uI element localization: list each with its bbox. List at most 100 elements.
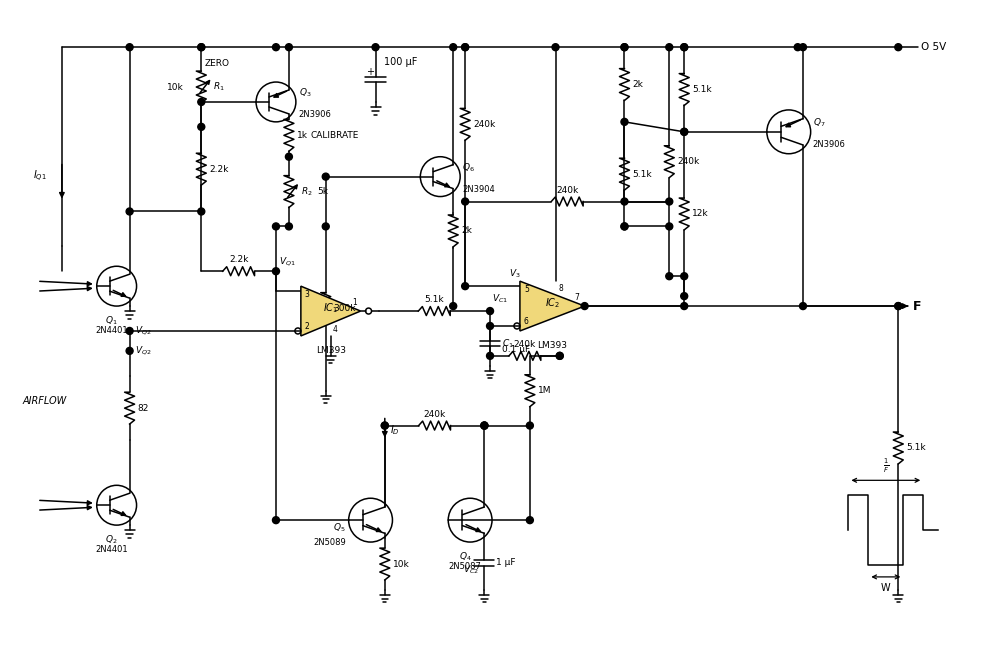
Text: AIRFLOW: AIRFLOW	[22, 395, 66, 406]
Text: $V_{Q2}$: $V_{Q2}$	[135, 324, 151, 337]
Text: 2k: 2k	[632, 80, 643, 89]
Text: 5: 5	[524, 285, 529, 294]
Circle shape	[481, 422, 488, 429]
Circle shape	[666, 223, 673, 230]
Text: 10k: 10k	[167, 83, 183, 92]
Text: $C_1$: $C_1$	[502, 337, 514, 349]
Circle shape	[381, 422, 388, 429]
Circle shape	[126, 328, 133, 335]
Text: ZERO: ZERO	[204, 59, 229, 68]
Circle shape	[322, 173, 329, 180]
Circle shape	[372, 44, 379, 50]
Text: O 5V: O 5V	[921, 42, 946, 52]
Circle shape	[581, 302, 588, 309]
Circle shape	[666, 198, 673, 205]
Text: 5.1k: 5.1k	[424, 295, 444, 304]
Text: $Q_6$: $Q_6$	[462, 161, 475, 174]
Circle shape	[481, 422, 488, 429]
Text: $Q_1$: $Q_1$	[105, 314, 118, 326]
Text: 0.1 μF: 0.1 μF	[502, 346, 530, 355]
Polygon shape	[520, 281, 585, 331]
Text: 12k: 12k	[692, 209, 709, 218]
Text: 2.2k: 2.2k	[209, 165, 229, 174]
Circle shape	[198, 98, 205, 105]
Circle shape	[487, 352, 494, 359]
Circle shape	[666, 44, 673, 50]
Text: 82: 82	[138, 404, 149, 413]
Circle shape	[198, 123, 205, 130]
Circle shape	[487, 307, 494, 315]
Circle shape	[895, 302, 902, 309]
Circle shape	[322, 223, 329, 230]
Circle shape	[450, 44, 457, 50]
Text: $V_{Q2}$: $V_{Q2}$	[135, 344, 151, 357]
Text: $R_1$: $R_1$	[213, 81, 225, 93]
Text: $V_3$: $V_3$	[509, 267, 521, 280]
Text: 2N4401: 2N4401	[95, 545, 128, 554]
Text: $IC_2$: $IC_2$	[545, 296, 560, 310]
Text: 5.1k: 5.1k	[692, 85, 712, 94]
Text: 2N5087: 2N5087	[449, 562, 482, 571]
Circle shape	[800, 44, 806, 50]
Text: 240k: 240k	[514, 340, 536, 349]
Text: 1 μF: 1 μF	[496, 558, 516, 567]
Text: F: F	[913, 300, 922, 313]
Text: $IC_1$: $IC_1$	[323, 301, 338, 315]
Text: 5k: 5k	[317, 187, 328, 196]
Text: $Q_5$: $Q_5$	[333, 522, 346, 534]
Circle shape	[681, 44, 688, 50]
Text: 4: 4	[333, 325, 338, 334]
Circle shape	[487, 322, 494, 329]
Circle shape	[272, 44, 279, 50]
Text: 240k: 240k	[677, 157, 699, 166]
Circle shape	[198, 44, 205, 50]
Circle shape	[126, 348, 133, 355]
Circle shape	[462, 198, 469, 205]
Text: 240k: 240k	[556, 185, 578, 194]
Circle shape	[556, 352, 563, 359]
Circle shape	[272, 267, 279, 275]
Text: LM393: LM393	[537, 341, 567, 350]
Text: $I_{Q1}$: $I_{Q1}$	[33, 169, 47, 184]
Text: 2.2k: 2.2k	[229, 255, 248, 264]
Text: 10k: 10k	[393, 559, 410, 568]
Circle shape	[272, 223, 279, 230]
Text: $R_2$: $R_2$	[301, 185, 313, 198]
Circle shape	[681, 129, 688, 135]
Circle shape	[666, 273, 673, 280]
Text: 100 μF: 100 μF	[384, 57, 417, 67]
Text: 3: 3	[305, 290, 310, 299]
Circle shape	[681, 44, 688, 50]
Circle shape	[556, 352, 563, 359]
Circle shape	[621, 118, 628, 125]
Text: $I_D$: $I_D$	[390, 424, 400, 437]
Circle shape	[285, 44, 292, 50]
Text: 2N5089: 2N5089	[313, 537, 346, 547]
Text: 2N4401: 2N4401	[95, 326, 128, 335]
Text: 2N3906: 2N3906	[813, 140, 846, 149]
Circle shape	[681, 273, 688, 280]
Circle shape	[552, 44, 559, 50]
Text: CALIBRATE: CALIBRATE	[311, 130, 359, 140]
Polygon shape	[301, 286, 361, 336]
Text: $Q_7$: $Q_7$	[813, 116, 825, 129]
Circle shape	[621, 44, 628, 50]
Circle shape	[126, 208, 133, 215]
Circle shape	[794, 44, 801, 50]
Text: +: +	[366, 67, 374, 77]
Circle shape	[285, 223, 292, 230]
Text: LM393: LM393	[316, 346, 346, 355]
Text: $Q_3$: $Q_3$	[299, 87, 311, 99]
Circle shape	[198, 208, 205, 215]
Circle shape	[526, 422, 533, 429]
Text: 5.1k: 5.1k	[906, 443, 926, 452]
Circle shape	[126, 44, 133, 50]
Text: 5.1k: 5.1k	[632, 170, 652, 179]
Circle shape	[681, 129, 688, 135]
Circle shape	[198, 44, 205, 50]
Circle shape	[895, 44, 902, 50]
Text: $V_{Q1}$: $V_{Q1}$	[279, 255, 296, 268]
Circle shape	[481, 422, 488, 429]
Circle shape	[285, 153, 292, 160]
Text: 7: 7	[575, 293, 580, 302]
